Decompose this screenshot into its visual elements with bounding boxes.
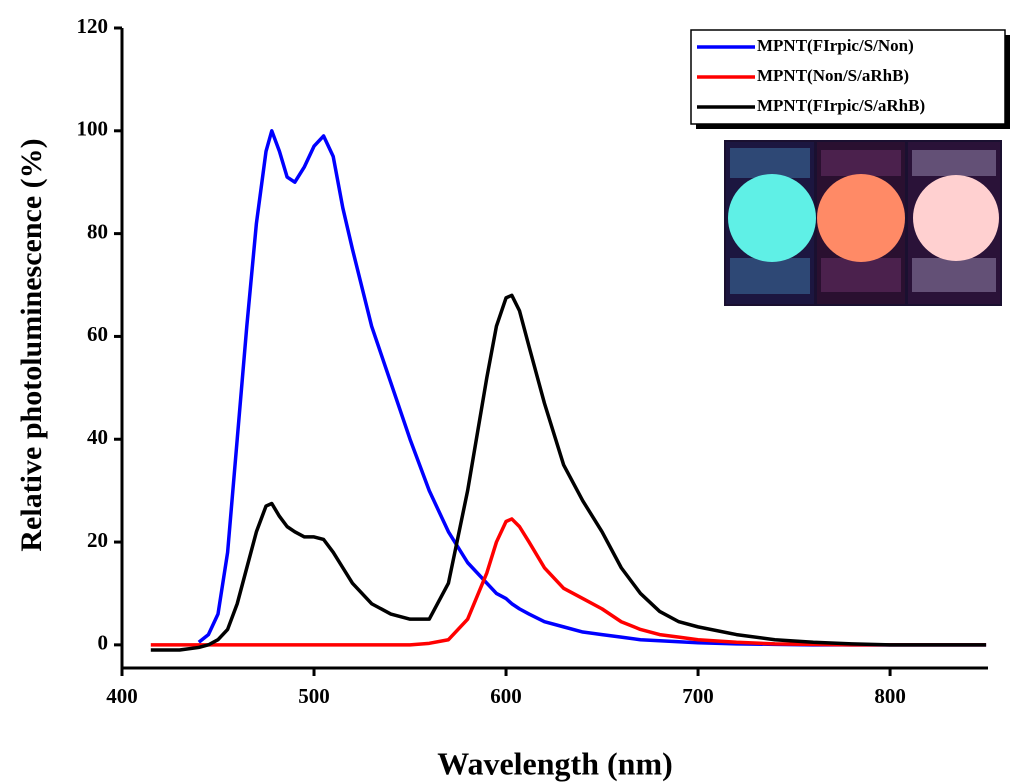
data-line [150, 517, 987, 647]
legend-label: MPNT(Non/S/aRhB) [757, 66, 909, 85]
x-tick-label: 800 [874, 684, 906, 708]
legend-label: MPNT(FIrpic/S/aRhB) [757, 96, 925, 115]
y-tick-label: 60 [87, 322, 108, 346]
x-tick-label: 600 [490, 684, 522, 708]
inset-photo [724, 140, 1002, 306]
x-tick-label: 500 [298, 684, 330, 708]
data-line [197, 129, 987, 647]
y-axis-title: Relative photoluminescence (%) [15, 138, 48, 551]
y-tick-label: 20 [87, 528, 108, 552]
x-tick-label: 700 [682, 684, 714, 708]
y-tick-label: 120 [77, 14, 109, 38]
y-tick-label: 40 [87, 425, 108, 449]
x-axis-title: Wavelength (nm) [437, 745, 673, 781]
y-tick-label: 0 [98, 631, 109, 655]
x-tick-label: 400 [106, 684, 138, 708]
y-tick-label: 100 [77, 117, 109, 141]
legend-label: MPNT(FIrpic/S/Non) [757, 36, 914, 55]
data-line [150, 293, 987, 652]
y-tick-label: 80 [87, 219, 108, 243]
